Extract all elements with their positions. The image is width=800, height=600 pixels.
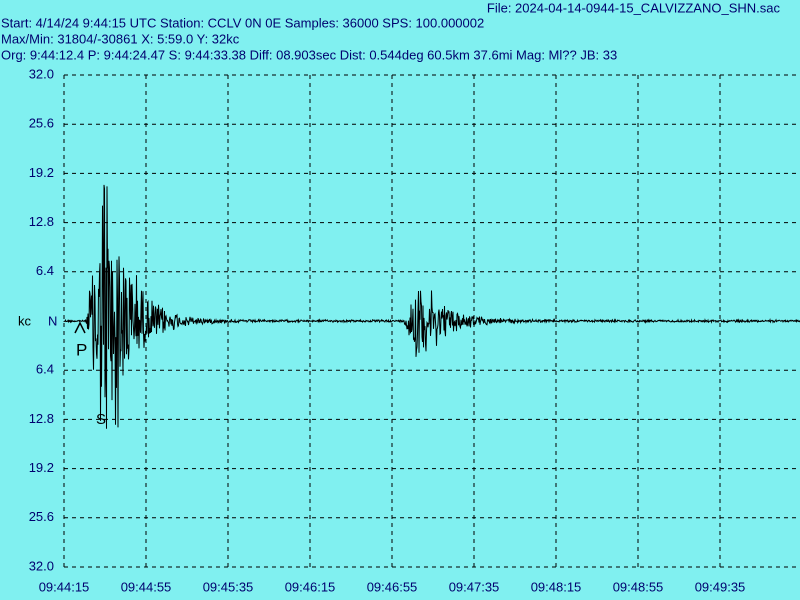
x-tick-label: 09:46:55 — [367, 579, 418, 594]
x-tick-label: 09:49:35 — [695, 579, 746, 594]
file-name: File: 2024-04-14-0944-15_CALVIZZANO_SHN.… — [487, 0, 781, 15]
x-tick-label: 09:48:15 — [531, 579, 582, 594]
y-tick-label: 6.4 — [36, 263, 54, 278]
y-tick-label: 25.6 — [29, 116, 54, 131]
max-min-info: Max/Min: 31804/-30861 X: 5:59.0 Y: 32kc — [1, 31, 240, 46]
y-tick-label: 6.4 — [36, 362, 54, 377]
y-tick-label: 19.2 — [29, 460, 54, 475]
unit-label: kc — [18, 313, 32, 328]
y-tick-label: 12.8 — [29, 411, 54, 426]
y-tick-label: 32.0 — [29, 66, 54, 81]
y-tick-label: 32.0 — [29, 558, 54, 573]
x-tick-label: 09:44:15 — [39, 579, 90, 594]
channel-label: N — [48, 313, 57, 328]
origin-info: Org: 9:44:12.4 P: 9:44:24.47 S: 9:44:33.… — [1, 47, 617, 62]
p-marker: P — [76, 340, 87, 359]
x-tick-label: 09:48:55 — [613, 579, 664, 594]
waveform — [63, 184, 800, 429]
p-arrow — [74, 321, 86, 334]
y-tick-label: 12.8 — [29, 214, 54, 229]
start-info: Start: 4/14/24 9:44:15 UTC Station: CCLV… — [1, 15, 484, 30]
x-tick-label: 09:45:35 — [203, 579, 254, 594]
grid — [63, 74, 800, 568]
x-tick-label: 09:44:55 — [121, 579, 172, 594]
s-marker: S — [96, 411, 106, 428]
x-tick-label: 09:47:35 — [449, 579, 500, 594]
x-tick-label: 09:46:15 — [285, 579, 336, 594]
y-tick-label: 25.6 — [29, 509, 54, 524]
y-tick-label: 19.2 — [29, 165, 54, 180]
